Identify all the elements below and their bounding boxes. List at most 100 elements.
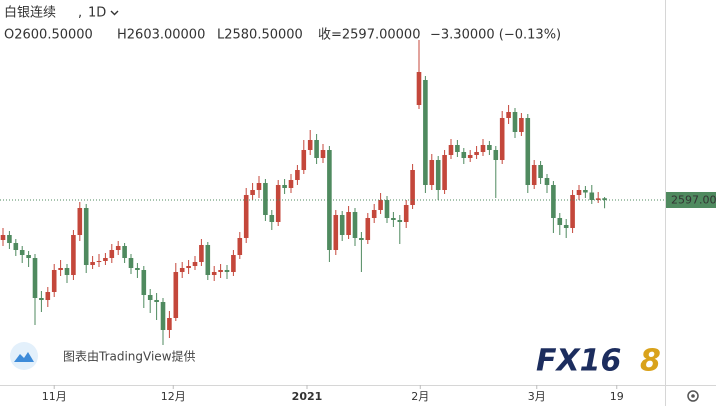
candle-body: [205, 245, 211, 275]
comma: ,: [78, 6, 82, 21]
candle-body: [314, 140, 319, 158]
candle-body: [461, 152, 467, 158]
candle-body: [224, 270, 230, 272]
candle-body: [96, 261, 102, 262]
candle-body: [275, 185, 281, 222]
candle-body: [557, 218, 563, 225]
candle-body: [115, 246, 121, 250]
candle-body: [519, 118, 524, 132]
interval-chevron[interactable]: [110, 10, 119, 16]
candle-body: [282, 185, 287, 188]
candle-body: [474, 152, 479, 155]
tv-logo: [10, 342, 38, 370]
logo-main: FX16: [536, 344, 621, 379]
candle-body: [448, 145, 454, 155]
candle-body: [160, 302, 166, 330]
x-tick-label: 3月: [528, 390, 546, 403]
candle-body: [141, 270, 147, 295]
candle-body: [211, 272, 217, 275]
candle-body: [576, 190, 582, 195]
candle-body: [416, 72, 422, 105]
candle-body: [544, 178, 550, 185]
candle-body: [243, 195, 249, 238]
candle-body: [506, 112, 511, 118]
candle-body: [58, 268, 63, 270]
candle-body: [13, 243, 19, 250]
x-tick-label: 12月: [161, 390, 186, 403]
candle-body: [147, 295, 153, 300]
candle-body: [83, 208, 89, 265]
candle-body: [237, 238, 243, 255]
candle-body: [467, 155, 473, 158]
candle-body: [103, 258, 108, 261]
candle-body: [256, 183, 262, 190]
candle-body: [403, 205, 409, 222]
candle-body: [19, 250, 25, 255]
candle-body: [263, 183, 268, 215]
candle-body: [7, 235, 12, 243]
tradingview-credit[interactable]: 图表由TradingView提供: [10, 342, 196, 370]
candle-body: [435, 160, 441, 190]
candle-body: [589, 192, 595, 200]
candle-body: [128, 258, 134, 268]
candle-body: [333, 215, 339, 250]
candle-body: [218, 270, 223, 272]
x-tick-label: 2021: [292, 390, 323, 403]
candle-body: [32, 258, 38, 298]
ohlc-low: L2580.50000: [217, 28, 303, 43]
candle-body: [51, 270, 57, 292]
candle-body: [538, 165, 543, 178]
candle-body: [77, 208, 83, 235]
gear-center: [691, 394, 695, 398]
candle-body: [384, 200, 390, 218]
candle-body: [135, 268, 140, 270]
candle-body: [423, 80, 428, 185]
candle-body: [359, 238, 364, 240]
candle-body: [429, 160, 435, 185]
candle-body: [493, 150, 499, 160]
logo-accent: 8: [640, 344, 661, 379]
candle-body: [192, 262, 198, 266]
candle-body: [122, 246, 127, 258]
x-tick-label: 2月: [411, 390, 429, 403]
interval[interactable]: 1D: [88, 6, 106, 21]
candle-body: [250, 190, 255, 195]
candle-body: [563, 225, 569, 228]
candle-body: [397, 220, 403, 222]
ohlc-open: O2600.50000: [4, 28, 93, 43]
candle-body: [0, 235, 6, 240]
candle-body: [295, 170, 300, 180]
candle-body: [410, 170, 415, 205]
candle-body: [339, 215, 345, 235]
candle-body: [570, 195, 575, 228]
candle-body: [551, 185, 556, 218]
candle-body: [45, 292, 51, 300]
watermark: 图表由TradingView提供: [63, 349, 196, 364]
candle-body: [231, 255, 236, 272]
candle-body: [455, 145, 460, 152]
symbol[interactable]: 白银连续: [4, 5, 56, 21]
candle-body: [269, 215, 275, 222]
candle-body: [480, 145, 486, 152]
candle-body: [288, 180, 294, 188]
candle-body: [167, 318, 172, 330]
candle-body: [154, 300, 159, 302]
x-tick-label: 19: [610, 390, 624, 403]
candle-body: [90, 262, 95, 265]
candle-body: [173, 272, 179, 318]
x-tick-label: 11月: [42, 390, 67, 403]
candle-body: [391, 218, 396, 220]
candle-body: [365, 218, 371, 240]
candle-body: [371, 210, 377, 218]
candle-body: [301, 150, 307, 170]
candle-body: [39, 298, 44, 300]
candle-body: [531, 165, 537, 185]
candle-body: [327, 150, 332, 250]
candle-body: [442, 155, 447, 190]
candle-body: [583, 190, 588, 193]
candle-body: [512, 112, 518, 132]
candle-body: [378, 200, 383, 210]
settings-icon[interactable]: [687, 390, 699, 402]
candle-body: [346, 212, 351, 235]
